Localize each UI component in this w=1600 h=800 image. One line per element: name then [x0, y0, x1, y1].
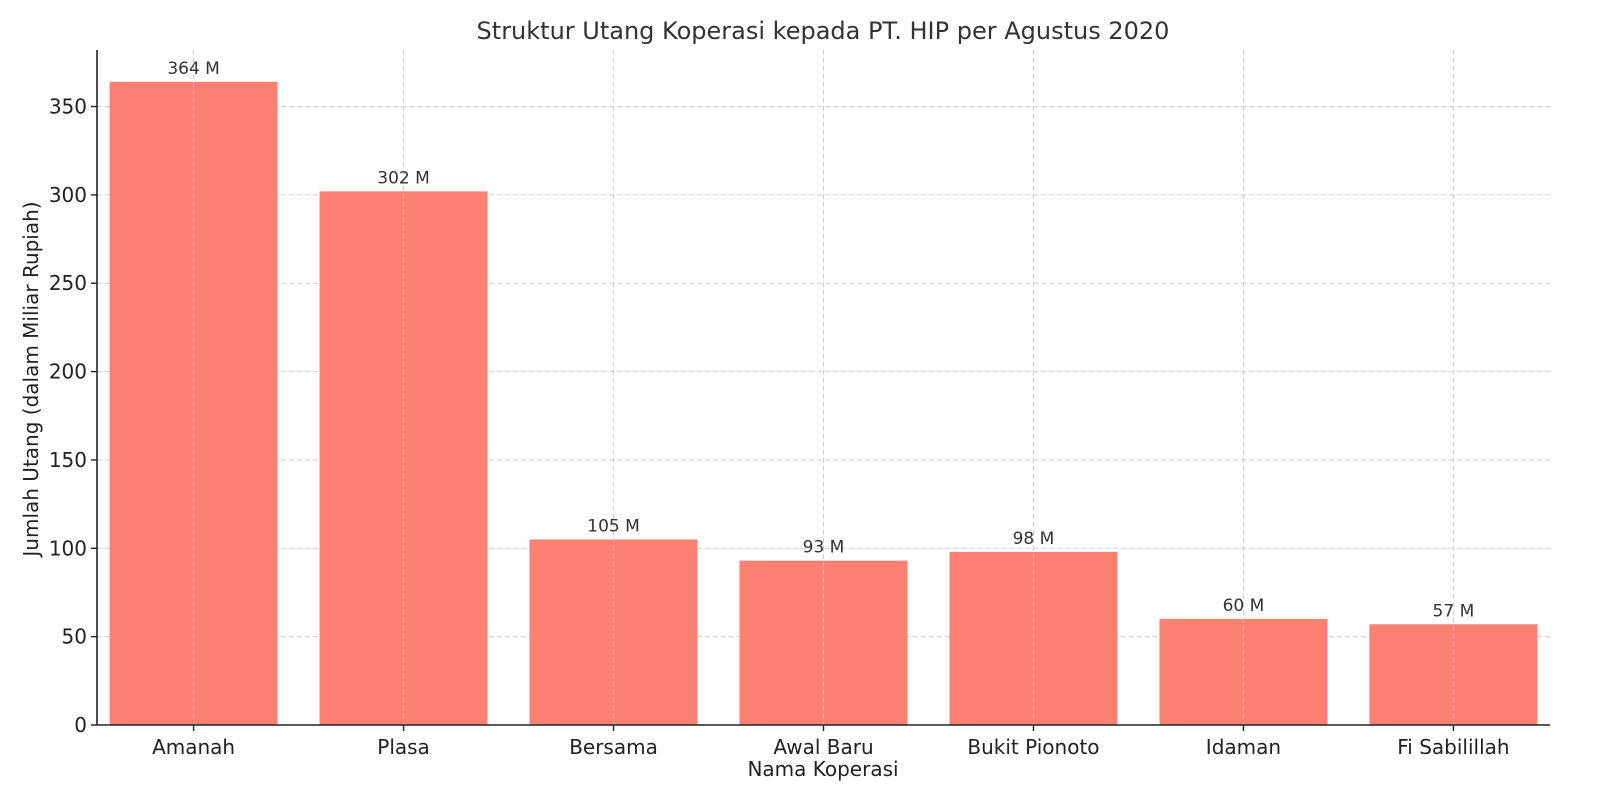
data-label: 60 M — [1223, 596, 1265, 616]
x-tick-label: Bukit Pionoto — [967, 735, 1099, 759]
y-axis-label: Jumlah Utang (dalam Miliar Rupiah) — [19, 201, 43, 558]
x-axis-label: Nama Koperasi — [747, 757, 898, 781]
y-tick-label: 0 — [74, 713, 87, 737]
axes: 0 50 100 150 200 250 300 350 Amanah Plasa Bersama A… — [49, 50, 1550, 759]
data-label: 105 M — [587, 516, 640, 536]
y-tick-label: 300 — [49, 183, 87, 207]
y-tick-label: 100 — [49, 536, 87, 560]
data-label: 98 M — [1013, 529, 1055, 549]
y-tick-label: 350 — [49, 95, 87, 119]
x-tick-label: Fi Sabilillah — [1397, 735, 1509, 759]
x-tick-label: Plasa — [377, 735, 430, 759]
x-tick-label: Awal Baru — [773, 735, 873, 759]
data-label: 302 M — [377, 168, 430, 188]
chart-title: Struktur Utang Koperasi kepada PT. HIP p… — [477, 17, 1170, 45]
bar-bersama — [529, 539, 698, 725]
data-label: 364 M — [167, 59, 220, 79]
data-label: 93 M — [803, 538, 845, 558]
y-tick-label: 250 — [49, 271, 87, 295]
data-labels: 364 M 302 M 105 M 93 M 98 M 60 M 57 M — [167, 59, 1474, 621]
x-tick-label: Idaman — [1206, 735, 1281, 759]
x-tick-label: Bersama — [569, 735, 658, 759]
vertical-grid — [193, 50, 1454, 725]
y-tick-label: 200 — [49, 360, 87, 384]
y-tick-label: 50 — [62, 625, 87, 649]
y-tick-label: 150 — [49, 448, 87, 472]
x-tick-label: Amanah — [152, 735, 235, 759]
data-label: 57 M — [1433, 601, 1475, 621]
